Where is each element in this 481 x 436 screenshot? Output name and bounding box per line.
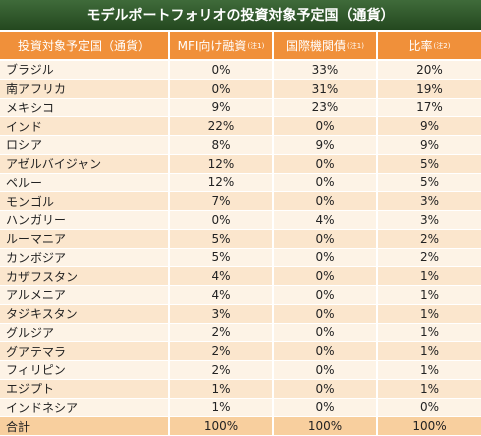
table-cell: インド [0,117,168,135]
table-cell: 0% [274,342,376,360]
table-cell: 1% [378,267,481,285]
table-cell: 0% [274,304,376,323]
table-cell: 9% [378,136,481,154]
table-cell: 4% [170,267,272,285]
header-note: (注2) [433,41,451,50]
table-cell: 9% [274,136,376,154]
table-cell: 0% [274,323,376,342]
table-cell: 0% [170,211,272,229]
table-cell: フィリピン [0,361,168,379]
table-cell: 1% [378,379,481,398]
table-cell: グアテマラ [0,342,168,360]
table-cell: 19% [378,79,481,98]
table-cell: 2% [170,323,272,342]
table-cell: ペルー [0,173,168,192]
table-cell: 0% [274,361,376,379]
table-cell: 5% [170,248,272,267]
table-cell: 5% [170,229,272,248]
table-cell: エジプト [0,379,168,398]
table-title: モデルポートフォリオの投資対象予定国（通貨） [0,0,481,30]
table-cell: 1% [378,361,481,379]
table-cell: 0% [274,267,376,285]
table-cell: 2% [378,229,481,248]
table-cell: カンボジア [0,248,168,267]
table-cell: 0% [274,173,376,192]
table-cell: ブラジル [0,61,168,79]
table-cell: 8% [170,136,272,154]
table-cell: アゼルバイジャン [0,154,168,173]
table-cell: 0% [274,154,376,173]
table-cell: 23% [274,98,376,117]
table-cell: 9% [378,117,481,135]
table-cell: 17% [378,98,481,117]
table-cell: 7% [170,192,272,210]
table-cell: タジキスタン [0,304,168,323]
table-cell: 1% [378,342,481,360]
table-cell: 南アフリカ [0,79,168,98]
table-cell: 0% [274,229,376,248]
table-cell: 0% [274,117,376,135]
table-cell: ロシア [0,136,168,154]
table-cell: 20% [378,61,481,79]
table-cell: 100% [378,417,481,435]
header-text: 比率 [408,39,433,53]
table-cell: 1% [378,286,481,304]
table-cell: 31% [274,79,376,98]
table-cell: 0% [274,398,376,417]
table-cell: アルメニア [0,286,168,304]
table-cell: 0% [170,79,272,98]
table-cell: 0% [274,248,376,267]
table-cell: ハンガリー [0,211,168,229]
table-cell: 5% [378,173,481,192]
table-cell: 100% [274,417,376,435]
table: 投資対象予定国（通貨） MFI向け融資 (注1) 国際機関債 (注1) 比率 (注2)… [0,32,481,435]
table-cell: 1% [378,323,481,342]
table-cell: 3% [170,304,272,323]
table-cell: 22% [170,117,272,135]
table-cell: 3% [378,192,481,210]
table-cell: 4% [170,286,272,304]
header-text: 投資対象予定国（通貨） [17,39,150,53]
table-cell: 0% [274,192,376,210]
table-cell: 1% [170,379,272,398]
table-cell: 33% [274,61,376,79]
table-cell: 0% [378,398,481,417]
table-cell: 2% [378,248,481,267]
header-cell: 比率 (注2) [378,32,481,59]
table-cell: カザフスタン [0,267,168,285]
table-cell: 12% [170,173,272,192]
table-cell: グルジア [0,323,168,342]
header-cell: 国際機関債 (注1) [274,32,376,59]
table-cell: 2% [170,361,272,379]
table-cell: 2% [170,342,272,360]
header-cell: MFI向け融資 (注1) [170,32,272,59]
header-note: (注1) [247,41,265,50]
table-cell: 100% [170,417,272,435]
table-cell: 5% [378,154,481,173]
header-cell: 投資対象予定国（通貨） [0,32,168,59]
table-cell: 1% [170,398,272,417]
table-cell: ルーマニア [0,229,168,248]
table-cell: 合計 [0,417,168,435]
table-cell: インドネシア [0,398,168,417]
table-cell: 0% [274,286,376,304]
header-note: (注1) [347,41,364,50]
table-cell: 4% [274,211,376,229]
table-cell: 3% [378,211,481,229]
table-cell: モンゴル [0,192,168,210]
table-cell: 1% [378,304,481,323]
table-cell: 0% [274,379,376,398]
table-cell: 0% [170,61,272,79]
table-cell: 12% [170,154,272,173]
table-cell: メキシコ [0,98,168,117]
table-cell: 9% [170,98,272,117]
header-text: 国際機関債 [286,39,347,53]
header-text: MFI向け融資 [177,39,247,53]
